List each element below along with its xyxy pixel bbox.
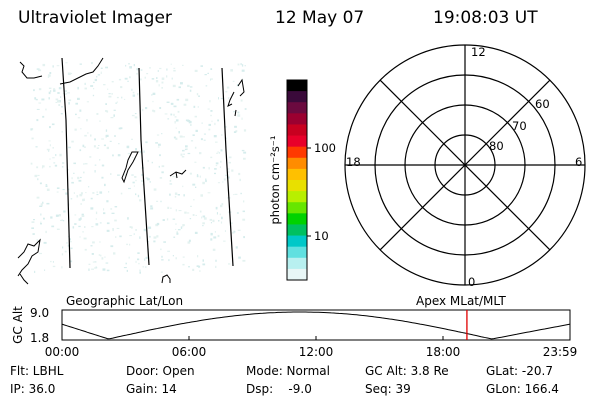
colorbar-cell [287,180,307,192]
altitude-curve [62,312,570,339]
colorbar-cell [287,80,307,92]
colorbar-cell [287,258,307,270]
colorbar-cell [287,147,307,159]
gc-alt-status: GC Alt: 3.8 Re [365,364,449,378]
coastline [162,275,170,283]
mlt-label-18: 18 [346,155,361,169]
coastline [238,80,244,96]
dsp-status: Dsp: -9.0 [246,382,312,396]
colorbar-cell [287,224,307,236]
glat-status: GLat: -20.7 [486,364,553,378]
alt-ymin-label: 1.8 [30,331,49,345]
mlt-label-6: 6 [575,155,582,169]
colorbar-cell [287,124,307,136]
colorbar-cell [287,213,307,225]
altitude-timeline [62,310,570,340]
colorbar-cell [287,136,307,148]
colorbar [287,80,311,281]
meridian-line [139,68,149,265]
colorbar-cell [287,91,307,103]
ip-status: IP: 36.0 [10,382,55,396]
colorbar-cell [287,236,307,248]
door-status: Door: Open [126,364,195,378]
mlat-ring-60: 60 [535,97,550,111]
gain-status: Gain: 14 [126,382,177,396]
colorbar-cell [287,158,307,170]
gc-alt-axis-label: GC Alt [11,306,25,344]
geographic-title: Geographic Lat/Lon [66,294,183,308]
timeline-tick-label: 00:00 [45,345,80,359]
colorbar-tick-10: 10 [314,229,329,243]
mode-status: Mode: Normal [246,364,330,378]
colorbar-gradient [287,80,307,281]
timeline-tick-label: 06:00 [172,345,207,359]
colorbar-unit-label: photon cm⁻²s⁻¹ [268,136,282,225]
timeline-tick-label: 12:00 [299,345,334,359]
coastline [235,110,236,116]
colorbar-cell [287,169,307,181]
timeline-tick-label: 18:00 [426,345,461,359]
mlt-label-12: 12 [471,45,486,59]
timeline-tick-label: 23:59 [543,345,578,359]
colorbar-cell [287,247,307,259]
apex-title: Apex MLat/MLT [416,294,506,308]
geographic-map [18,58,247,284]
colorbar-cell [287,113,307,125]
colorbar-cell [287,191,307,203]
polar-plot [345,45,585,285]
uv-emission-speckle [30,62,246,274]
glon-status: GLon: 166.4 [486,382,559,396]
seq-status: Seq: 39 [365,382,411,396]
filter-status: Flt: LBHL [10,364,63,378]
mlat-ring-70: 70 [512,119,527,133]
colorbar-cell [287,202,307,214]
coastline [20,274,28,284]
coastline [18,240,40,276]
alt-ymax-label: 9.0 [30,306,49,320]
mlat-ring-80: 80 [489,139,504,153]
mlt-label-0: 0 [468,275,475,289]
coastline [170,170,186,176]
colorbar-cell [287,102,307,114]
colorbar-cell [287,269,307,281]
colorbar-tick-100: 100 [314,141,336,155]
